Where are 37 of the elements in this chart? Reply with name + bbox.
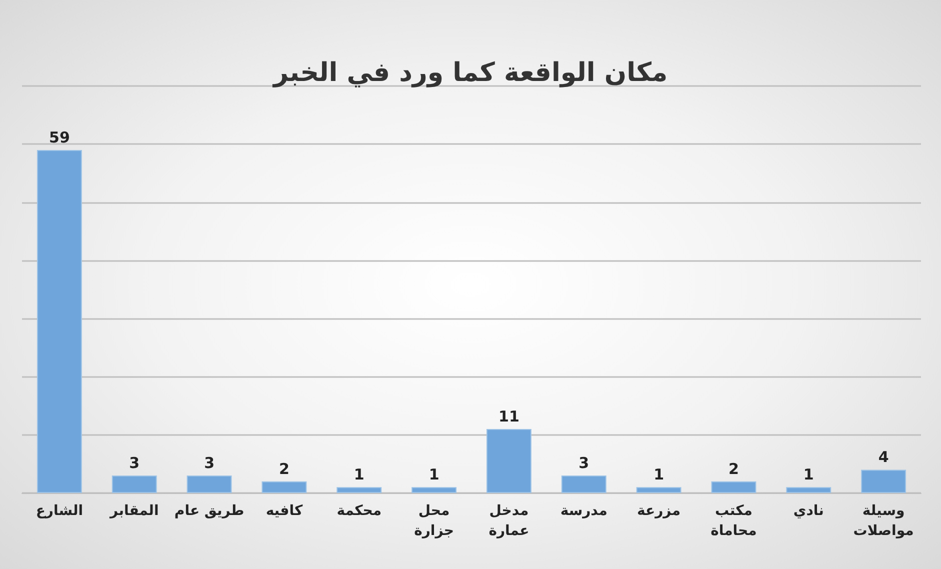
data-label: 4 (878, 448, 889, 466)
x-tick-label: نادي (793, 503, 824, 519)
bar (861, 470, 906, 493)
data-label: 11 (498, 408, 520, 426)
data-label: 3 (204, 454, 215, 472)
x-tick-label: مدرسة (560, 503, 608, 519)
x-tick-label: وسيلة مواصلات (853, 503, 914, 539)
data-label: 2 (278, 460, 290, 478)
x-tick-label: كافيه (266, 503, 304, 519)
x-tick-label: محل جزارة (414, 503, 454, 539)
bar (486, 429, 532, 493)
x-tick-label: محكمة (336, 503, 382, 519)
x-tick-label: طريق عام (174, 503, 244, 519)
x-tick-label: المقابر (109, 503, 159, 519)
bar (262, 481, 307, 493)
bar (186, 476, 232, 493)
bar (711, 481, 756, 493)
data-label: 1 (654, 466, 664, 484)
chart-title: مكان الواقعة كما ورد في الخبر (271, 58, 668, 88)
bar (561, 476, 606, 493)
x-tick-label: مدخل عمارة (488, 503, 530, 539)
bar (636, 487, 682, 493)
x-tick-label: مزرعة (637, 503, 681, 519)
data-label: 3 (578, 454, 590, 472)
bar (336, 487, 382, 493)
bar (112, 476, 157, 493)
x-tick-label: الشارع (36, 503, 84, 519)
bar (36, 150, 82, 493)
data-label: 3 (129, 454, 140, 472)
data-label: 59 (49, 128, 70, 146)
data-label: 1 (428, 466, 440, 484)
bar (412, 487, 457, 493)
bar (786, 487, 832, 493)
x-tick-label: مكتب محاماة (710, 503, 757, 539)
data-label: 1 (354, 466, 364, 484)
data-label: 2 (728, 460, 739, 478)
data-label: 1 (803, 466, 814, 484)
